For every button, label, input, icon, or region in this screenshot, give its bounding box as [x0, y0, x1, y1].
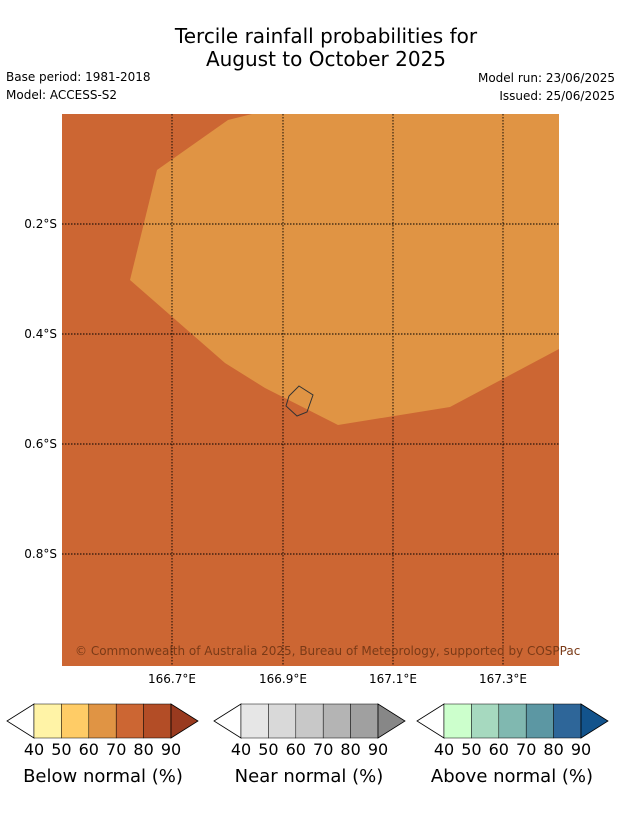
colorbar-tick: 80: [133, 740, 153, 759]
colorbar-tick: 40: [231, 740, 251, 759]
copyright-notice: © Commonwealth of Australia 2025, Bureau…: [75, 644, 580, 658]
colorbar-tick: 40: [434, 740, 454, 759]
colorbar-above-normal: [416, 703, 609, 739]
colorbar-tick: 80: [340, 740, 360, 759]
base-period-label: Base period: 1981-2018: [6, 70, 151, 84]
lon-label: 166.9°E: [259, 672, 307, 686]
colorbar-swatch: [143, 703, 172, 739]
lon-label: 167.1°E: [369, 672, 417, 686]
colorbar-extend-high: [377, 703, 406, 739]
colorbar-swatch: [498, 703, 527, 739]
colorbar-tick: 60: [489, 740, 509, 759]
colorbar-extend-low: [213, 703, 242, 739]
colorbar-tick: 90: [571, 740, 591, 759]
colorbar-extend-high: [170, 703, 199, 739]
colorbar-tick: 70: [516, 740, 536, 759]
colorbar-tick: 90: [161, 740, 181, 759]
colorbar-tick: 60: [79, 740, 99, 759]
colorbar-swatch: [268, 703, 297, 739]
colorbar-tick: 50: [461, 740, 481, 759]
lat-label: 0.6°S: [24, 437, 57, 451]
colorbar-swatch: [471, 703, 500, 739]
graticule: [62, 114, 559, 666]
colorbar-swatch: [525, 703, 554, 739]
issued-label: Issued: 25/06/2025: [499, 89, 615, 103]
map-title-line2: August to October 2025: [205, 47, 447, 71]
colorbar-swatch: [33, 703, 62, 739]
colorbar-tick: 70: [106, 740, 126, 759]
lat-label: 0.4°S: [24, 327, 57, 341]
colorbar-swatch: [115, 703, 144, 739]
map-title-line1: Tercile rainfall probabilities for: [174, 24, 478, 48]
island-outline: [285, 385, 314, 417]
colorbar-tick: 50: [51, 740, 71, 759]
colorbar-title-above: Above normal (%): [431, 766, 593, 787]
colorbar-tick: 50: [258, 740, 278, 759]
colorbar-swatch: [61, 703, 90, 739]
colorbar-swatch: [322, 703, 351, 739]
model-run-label: Model run: 23/06/2025: [477, 71, 615, 85]
lat-label: 0.2°S: [24, 217, 57, 231]
colorbar-extend-low: [416, 703, 445, 739]
lon-label: 167.3°E: [479, 672, 527, 686]
colorbar-tick: 70: [313, 740, 333, 759]
lon-label: 166.7°E: [148, 672, 196, 686]
colorbar-swatch: [88, 703, 117, 739]
colorbar-tick: 80: [543, 740, 563, 759]
colorbar-tick: 60: [286, 740, 306, 759]
colorbar-extend-low: [6, 703, 35, 739]
model-label: Model: ACCESS-S2: [6, 88, 118, 102]
colorbar-swatch: [350, 703, 379, 739]
colorbar-title-below: Below normal (%): [23, 766, 183, 787]
colorbar-swatch: [443, 703, 472, 739]
lat-label: 0.8°S: [24, 547, 57, 561]
colorbar-swatch: [553, 703, 582, 739]
colorbar-swatch: [295, 703, 324, 739]
colorbar-extend-high: [580, 703, 609, 739]
colorbar-title-near: Near normal (%): [235, 766, 384, 787]
colorbar-tick: 90: [368, 740, 388, 759]
colorbar-near-normal: [213, 703, 406, 739]
colorbar-below-normal: [6, 703, 199, 739]
colorbar-swatch: [240, 703, 269, 739]
map-region-below-60-70: [130, 114, 559, 425]
colorbar-tick: 40: [24, 740, 44, 759]
